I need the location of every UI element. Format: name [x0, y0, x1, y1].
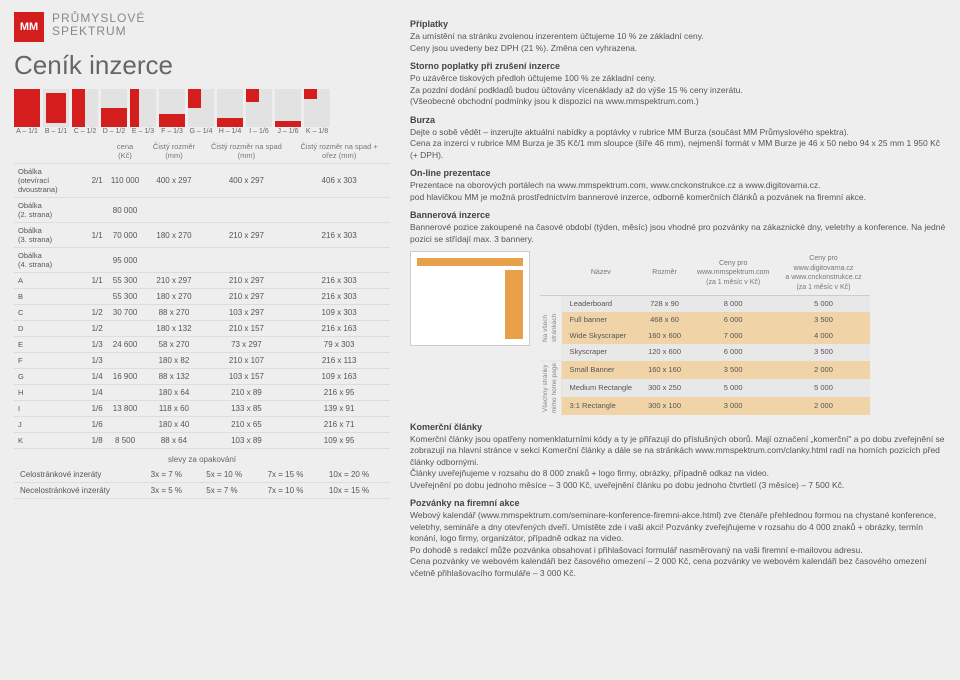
- format-thumb: I – 1/6: [246, 89, 272, 135]
- format-label: I – 1/6: [249, 128, 268, 135]
- sec-burza-title: Burza: [410, 114, 946, 126]
- discount-table: Celostránkové inzeráty3x = 7 %5x = 10 %7…: [14, 467, 390, 499]
- bh-rozmer: Rozměr: [640, 251, 689, 295]
- format-label: J – 1/6: [277, 128, 298, 135]
- sec-komercni-body: Komerční články jsou opatřeny nomenklatu…: [410, 434, 946, 491]
- sec-storno-title: Storno poplatky při zrušení inzerce: [410, 60, 946, 72]
- sec-burza-body: Dejte o sobě vědět – inzerujte aktuální …: [410, 127, 946, 161]
- format-thumbnails: A – 1/1 B – 1/1 C – 1/2 D – 1/2 E – 1/3 F – 1…: [14, 93, 390, 135]
- format-label: H – 1/4: [219, 128, 242, 135]
- banner-row: Skyscraper120 x 6006 0003 500: [540, 344, 870, 360]
- discount-row: Celostránkové inzeráty3x = 7 %5x = 10 %7…: [14, 467, 390, 483]
- price-row: F1/3180 x 82210 x 107216 x 113: [14, 353, 390, 369]
- format-thumb: H – 1/4: [217, 89, 243, 135]
- price-row: H1/4180 x 64210 x 89216 x 95: [14, 385, 390, 401]
- price-row: Obálka (3. strana)1/170 000180 x 270210 …: [14, 223, 390, 248]
- hdr-spad: Čistý rozměr na spad (mm): [205, 139, 289, 164]
- price-row: D1/2180 x 132210 x 157216 x 163: [14, 321, 390, 337]
- format-label: D – 1/2: [103, 128, 126, 135]
- right-column: Příplatky Za umístění na stránku zvoleno…: [400, 0, 960, 680]
- price-row: E1/324 60058 x 27073 x 29779 x 303: [14, 337, 390, 353]
- format-label: E – 1/3: [132, 128, 154, 135]
- brand-name: PRŮMYSLOVÉ SPEKTRUM: [52, 12, 145, 38]
- sec-pozvanky-title: Pozvánky na firemní akce: [410, 497, 946, 509]
- sec-priplatky-title: Příplatky: [410, 18, 946, 30]
- format-label: F – 1/3: [161, 128, 183, 135]
- left-column: MM PRŮMYSLOVÉ SPEKTRUM Ceník inzerce A –…: [0, 0, 400, 680]
- format-label: A – 1/1: [16, 128, 38, 135]
- price-row: I1/613 800118 x 60133 x 85139 x 91: [14, 401, 390, 417]
- format-thumb: D – 1/2: [101, 89, 127, 135]
- banner-header-row: Název Rozměr Ceny prowww.mmspektrum.com(…: [540, 251, 870, 295]
- page-root: MM PRŮMYSLOVÉ SPEKTRUM Ceník inzerce A –…: [0, 0, 960, 680]
- logo-row: MM PRŮMYSLOVÉ SPEKTRUM: [14, 12, 390, 42]
- bh-nazev: Název: [562, 251, 641, 295]
- hdr-rozmer: Čistý rozměr (mm): [143, 139, 204, 164]
- hdr-orez: Čistý rozměr na spad + ořez (mm): [288, 139, 390, 164]
- format-thumb: A – 1/1: [14, 89, 40, 135]
- banner-row: Medium Rectangle300 x 2505 0005 000: [540, 379, 870, 397]
- logo-square: MM: [14, 12, 44, 42]
- banner-row: Wide Skyscraper160 x 6007 0004 000: [540, 328, 870, 344]
- price-row: B55 300180 x 270210 x 297216 x 303: [14, 289, 390, 305]
- discount-row: Necelostránkové inzeráty3x = 5 %5x = 7 %…: [14, 483, 390, 499]
- discount-title: slevy za opakování: [14, 449, 390, 467]
- format-label: C – 1/2: [74, 128, 97, 135]
- banner-row: 3:1 Rectangle300 x 1003 0002 000: [540, 397, 870, 415]
- format-thumb: G – 1/4: [188, 89, 214, 135]
- format-thumb: B – 1/1: [43, 89, 69, 135]
- format-thumb: E – 1/3: [130, 89, 156, 135]
- price-row: Obálka (4. strana)95 000: [14, 248, 390, 273]
- price-table: cena (Kč) Čistý rozměr (mm) Čistý rozměr…: [14, 139, 390, 449]
- format-thumb: K – 1/8: [304, 89, 330, 135]
- website-screenshot: [410, 251, 530, 346]
- price-header-row: cena (Kč) Čistý rozměr (mm) Čistý rozměr…: [14, 139, 390, 164]
- banner-price-table: Název Rozměr Ceny prowww.mmspektrum.com(…: [540, 251, 870, 414]
- format-label: K – 1/8: [306, 128, 328, 135]
- sec-banner-body: Bannerové pozice zakoupené na časové obd…: [410, 222, 946, 245]
- format-label: B – 1/1: [45, 128, 67, 135]
- price-row: J1/6180 x 40210 x 65216 x 71: [14, 417, 390, 433]
- price-row: G1/416 90088 x 132103 x 157109 x 163: [14, 369, 390, 385]
- sec-pozvanky-body: Webový kalendář (www.mmspektrum.com/semi…: [410, 510, 946, 579]
- sec-online-body: Prezentace na oborových portálech na www…: [410, 180, 946, 203]
- format-thumb: J – 1/6: [275, 89, 301, 135]
- bh-cena1: Ceny prowww.mmspektrum.com(za 1 měsíc v …: [689, 251, 777, 295]
- price-row: C1/230 70088 x 270103 x 297109 x 303: [14, 305, 390, 321]
- price-row: Obálka (otevírací dvoustrana)2/1110 0004…: [14, 164, 390, 198]
- sec-storno-body: Po uzávěrce tiskových předloh účtujeme 1…: [410, 73, 946, 107]
- brand-line2: SPEKTRUM: [52, 25, 145, 38]
- price-row: A1/155 300210 x 297210 x 297216 x 303: [14, 273, 390, 289]
- sec-online-title: On-line prezentace: [410, 167, 946, 179]
- price-row: K1/88 50088 x 64103 x 89109 x 95: [14, 433, 390, 449]
- sec-priplatky-body: Za umístění na stránku zvolenou inzerent…: [410, 31, 946, 54]
- hdr-cena: cena (Kč): [107, 139, 144, 164]
- banner-row: Všechny stránky mimo home pageSmall Bann…: [540, 361, 870, 379]
- banner-area: Název Rozměr Ceny prowww.mmspektrum.com(…: [410, 251, 946, 414]
- bh-cena2: Ceny prowww.digitovarna.cza www.cnckonst…: [777, 251, 869, 295]
- format-label: G – 1/4: [190, 128, 213, 135]
- banner-row: Na všech stránkáchLeaderboard728 x 908 0…: [540, 296, 870, 313]
- format-thumb: C – 1/2: [72, 89, 98, 135]
- banner-row: Full banner468 x 606 0003 500: [540, 312, 870, 328]
- format-thumb: F – 1/3: [159, 89, 185, 135]
- sec-banner-title: Bannerová inzerce: [410, 209, 946, 221]
- sec-komercni-title: Komerční články: [410, 421, 946, 433]
- price-row: Obálka (2. strana)80 000: [14, 198, 390, 223]
- page-title: Ceník inzerce: [14, 50, 390, 81]
